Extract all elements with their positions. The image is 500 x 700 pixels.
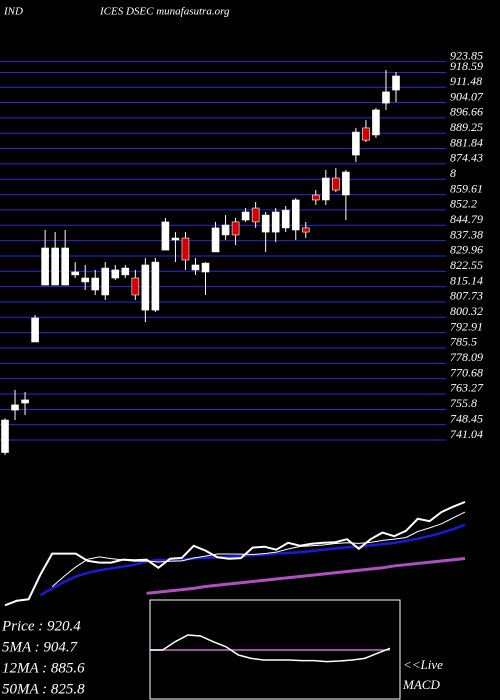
candle-body (151, 261, 160, 311)
candle-body (251, 207, 260, 223)
candle-body (322, 177, 330, 201)
y-tick-label: 896.66 (450, 105, 483, 119)
y-tick-label: 837.38 (450, 227, 483, 241)
candle-body (301, 227, 310, 233)
candle-body (362, 127, 370, 141)
y-tick-label: 755.8 (450, 396, 477, 410)
price-line (4, 500, 466, 607)
candle-body (332, 177, 340, 191)
candle-body (211, 227, 220, 253)
legend-12ma: 12MA : 885.6 (2, 660, 85, 676)
candle-body (201, 262, 210, 273)
candle-body (311, 194, 320, 201)
y-tick-label: 770.68 (450, 365, 483, 379)
candle-body (171, 237, 180, 241)
y-tick-label: 918.59 (450, 59, 483, 73)
candle-body (241, 211, 250, 221)
y-tick-label: 889.25 (450, 120, 483, 134)
candle-body (81, 277, 90, 283)
y-tick-label: 904.07 (450, 89, 484, 103)
legend-50ma: 50MA : 825.8 (2, 681, 85, 697)
y-tick-label: 822.55 (450, 258, 483, 272)
candle-body (352, 131, 360, 156)
candle-body (261, 214, 270, 233)
macd-label: MACD (402, 677, 440, 692)
candle-body (231, 221, 240, 236)
candle-body (141, 264, 150, 311)
y-tick-label: 800.32 (450, 304, 483, 318)
y-tick-label: 874.43 (450, 151, 483, 165)
candle-body (61, 247, 69, 286)
y-tick-label: 778.09 (450, 350, 483, 364)
candle-body (71, 271, 79, 276)
candle-body (1, 419, 9, 453)
candle-body (91, 277, 100, 291)
candle-body (21, 399, 29, 404)
y-tick-label: 859.61 (450, 181, 483, 195)
candle-body (372, 109, 380, 136)
y-tick-label: 911.48 (450, 74, 482, 88)
candle-body (41, 247, 49, 286)
candle-body (281, 209, 290, 229)
candle-body (31, 317, 39, 343)
y-tick-label: 815.14 (450, 273, 483, 287)
candle-body (382, 91, 390, 104)
candle-body (191, 264, 200, 271)
candle-body (181, 237, 190, 261)
candle-body (131, 277, 140, 296)
candle-body (11, 404, 19, 411)
y-tick-label: 8 (450, 166, 456, 180)
chart-subtitle: ICES DSEC munafasutra.org (99, 6, 230, 18)
candle-body (101, 267, 110, 296)
y-tick-label: 881.84 (450, 135, 483, 149)
ma-line (146, 556, 466, 595)
y-tick-label: 852.2 (450, 197, 477, 211)
y-tick-label: 792.91 (450, 319, 483, 333)
candle-body (51, 247, 59, 286)
candle-body (111, 269, 120, 279)
candle-body (221, 224, 230, 236)
candle-body (271, 211, 280, 233)
y-tick-label: 844.79 (450, 212, 483, 226)
y-tick-label: 741.04 (450, 427, 483, 441)
y-tick-label: 807.73 (450, 289, 483, 303)
macd-line (150, 634, 391, 663)
candle-body (342, 171, 350, 196)
chart-title: IND (3, 6, 23, 18)
legend-5ma: 5MA : 904.7 (2, 639, 79, 655)
ma-line (39, 523, 466, 597)
y-tick-label: 923.85 (450, 48, 483, 62)
candle-body (161, 221, 170, 251)
candle-body (392, 75, 400, 91)
candle-body (121, 267, 130, 276)
legend-price: Price : 920.4 (1, 618, 81, 634)
macd-live: <<Live (403, 657, 443, 672)
y-tick-label: 785.5 (450, 335, 477, 349)
y-tick-label: 748.45 (450, 411, 483, 425)
y-tick-label: 829.96 (450, 243, 483, 257)
y-tick-label: 763.27 (450, 381, 484, 395)
candle-body (291, 199, 300, 231)
